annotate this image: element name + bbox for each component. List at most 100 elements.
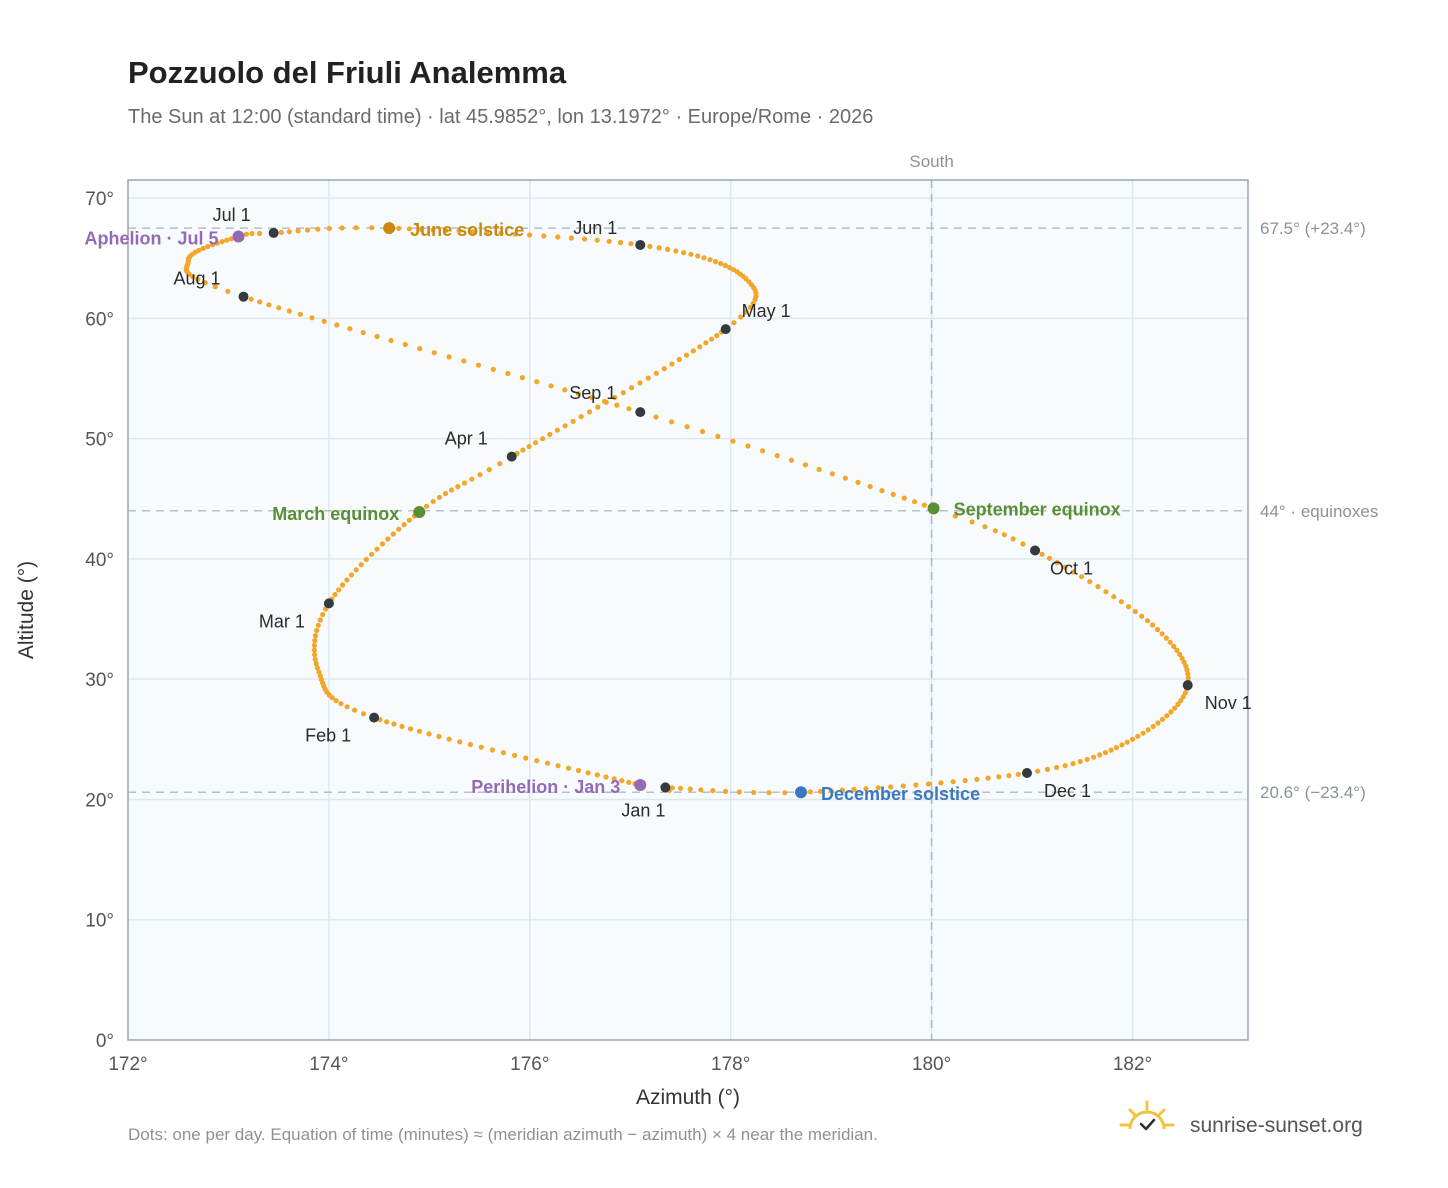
day-dot [656, 245, 662, 251]
day-dot [315, 622, 321, 628]
day-dot [743, 309, 749, 315]
day-dot [712, 259, 719, 265]
day-dot [1184, 667, 1190, 673]
day-dot [512, 231, 519, 237]
day-dot [697, 344, 703, 350]
day-dot [443, 227, 449, 233]
day-dot [358, 562, 364, 568]
day-dot [534, 379, 540, 385]
day-dot [620, 390, 626, 396]
day-dot [1174, 647, 1180, 654]
month-dot [268, 227, 279, 238]
month-label: Oct 1 [1050, 558, 1093, 578]
day-dot [774, 453, 780, 459]
day-dot [1118, 599, 1124, 605]
day-dot [334, 322, 340, 328]
day-dot [745, 443, 751, 449]
day-dot [385, 536, 391, 542]
month-label: Jul 1 [213, 205, 251, 225]
day-dot [996, 774, 1002, 780]
day-dot [1180, 694, 1186, 700]
x-tick-label: 180° [912, 1054, 951, 1075]
day-dot [1155, 720, 1161, 726]
day-dot [562, 423, 568, 429]
day-dot [541, 233, 547, 239]
day-dot [1095, 584, 1101, 590]
day-dot [333, 698, 339, 704]
day-dot [950, 779, 956, 785]
day-dot [723, 788, 729, 795]
day-dot [575, 767, 582, 774]
y-tick-label: 60° [85, 309, 114, 330]
day-dot [637, 380, 643, 386]
day-dot [554, 427, 560, 433]
day-dot [913, 782, 919, 788]
day-dot [1179, 655, 1185, 661]
day-dot [519, 375, 526, 381]
day-dot [851, 786, 857, 793]
day-dot [416, 728, 423, 734]
day-dot [962, 778, 968, 784]
day-dot [369, 551, 375, 557]
day-dot [312, 633, 319, 639]
day-dot [209, 242, 216, 248]
chart-title: Pozzuolo del Friuli Analemma [128, 55, 567, 90]
day-dot [1091, 754, 1097, 760]
day-dot [321, 318, 327, 324]
day-dot [286, 308, 292, 314]
day-dot [703, 340, 709, 346]
day-dot [257, 299, 263, 305]
month-dot [635, 239, 646, 250]
y-tick-label: 40° [85, 550, 114, 571]
day-dot [1044, 766, 1051, 773]
day-dot [1167, 639, 1173, 645]
day-dot [461, 480, 468, 486]
day-dot [1077, 758, 1083, 765]
day-dot [1185, 671, 1191, 677]
day-dot [911, 499, 918, 505]
day-dot [626, 779, 632, 785]
day-dot [396, 526, 402, 532]
day-dot [614, 402, 620, 408]
day-dot [875, 785, 881, 791]
day-dot [314, 627, 320, 634]
day-dot [727, 265, 733, 271]
day-dot [311, 642, 317, 649]
day-dot [1001, 532, 1007, 538]
day-dot [360, 330, 366, 336]
day-dot [418, 226, 424, 232]
day-dot [747, 304, 753, 310]
day-dot [879, 488, 885, 494]
day-dot [498, 230, 504, 236]
day-dot [738, 314, 744, 320]
day-dot [701, 255, 707, 261]
brand-name: sunrise-sunset.org [1190, 1114, 1363, 1137]
day-dot [278, 229, 284, 235]
day-dot [665, 246, 671, 252]
day-dot [1039, 551, 1045, 557]
day-dot [347, 326, 353, 332]
day-dot [992, 528, 998, 534]
reference-lines: 67.5° (+23.4°) 44° · equinoxes 20.6° (−23.… [128, 152, 1378, 1040]
day-dot [1097, 752, 1103, 758]
day-dot [317, 617, 323, 623]
day-dot [379, 541, 385, 547]
day-dot [219, 239, 225, 245]
x-tick-label: 178° [711, 1054, 750, 1075]
day-dot [1111, 594, 1117, 600]
day-dot [817, 788, 824, 794]
day-dot [683, 352, 690, 358]
day-dot [842, 475, 849, 481]
day-dot [436, 494, 442, 500]
month-dot [1030, 545, 1041, 556]
x-tick-label: 174° [309, 1054, 348, 1075]
day-dot [316, 669, 322, 675]
day-dot [336, 587, 342, 593]
day-dot [555, 763, 561, 769]
day-dot [505, 370, 511, 377]
day-dot [484, 229, 490, 236]
day-dot [1113, 745, 1120, 751]
day-dot [399, 723, 405, 730]
day-dot [1054, 764, 1060, 771]
day-dot [388, 337, 394, 344]
